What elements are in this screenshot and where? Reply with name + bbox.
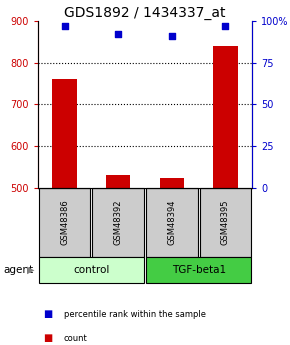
Bar: [146, 257, 251, 283]
Bar: [106, 176, 130, 188]
Text: GSM48395: GSM48395: [221, 200, 230, 245]
Text: control: control: [73, 265, 110, 275]
Text: ■: ■: [44, 333, 53, 343]
Point: [116, 31, 121, 37]
Point: [169, 33, 174, 39]
Bar: [213, 46, 238, 188]
Text: percentile rank within the sample: percentile rank within the sample: [64, 310, 206, 319]
Text: ▶: ▶: [27, 265, 34, 275]
Text: agent: agent: [3, 265, 33, 275]
Point: [62, 23, 67, 29]
Bar: [52, 79, 77, 188]
Bar: [93, 188, 144, 257]
Text: TGF-beta1: TGF-beta1: [172, 265, 226, 275]
Bar: [160, 178, 184, 188]
Text: GSM48392: GSM48392: [114, 200, 123, 245]
Text: count: count: [64, 334, 88, 343]
Text: ■: ■: [44, 309, 53, 319]
Bar: [200, 188, 251, 257]
Bar: [39, 257, 144, 283]
Title: GDS1892 / 1434337_at: GDS1892 / 1434337_at: [64, 6, 226, 20]
Text: GSM48394: GSM48394: [167, 200, 176, 245]
Bar: [146, 188, 197, 257]
Bar: [39, 188, 90, 257]
Text: GSM48386: GSM48386: [60, 200, 69, 245]
Point: [223, 23, 228, 29]
